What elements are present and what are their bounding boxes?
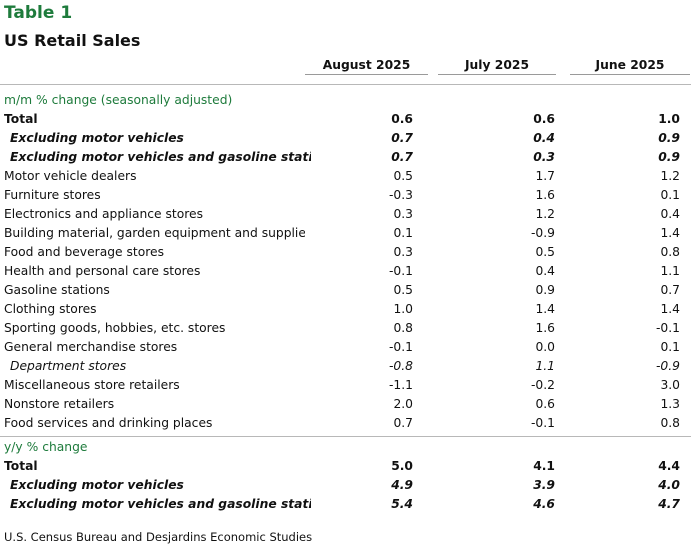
cell-value: 0.1 xyxy=(660,340,680,354)
cell-value: 1.0 xyxy=(393,302,413,316)
cell-value: 1.4 xyxy=(660,226,680,240)
cell-value: -0.1 xyxy=(389,340,413,354)
row-label: Excluding motor vehicles and gasoline st… xyxy=(10,497,311,511)
cell-value: 1.0 xyxy=(658,112,680,126)
cell-value: 0.9 xyxy=(658,131,680,145)
cell-value: 1.4 xyxy=(535,302,555,316)
cell-value: 0.5 xyxy=(535,245,555,259)
cell-value: 3.9 xyxy=(533,478,555,492)
row-label: Health and personal care stores xyxy=(4,264,201,278)
cell-value: 0.7 xyxy=(391,150,413,164)
cell-value: 0.5 xyxy=(393,283,413,297)
row-label: Furniture stores xyxy=(4,188,101,202)
row-label: Nonstore retailers xyxy=(4,397,115,411)
row-label: Total xyxy=(4,112,38,126)
cell-value: -0.1 xyxy=(531,416,555,430)
row-label: Miscellaneous store retailers xyxy=(4,378,180,392)
cell-value: 0.9 xyxy=(535,283,555,297)
cell-value: 1.6 xyxy=(535,321,555,335)
cell-value: 4.9 xyxy=(391,478,413,492)
row-label: Excluding motor vehicles xyxy=(10,478,184,492)
cell-value: 3.0 xyxy=(660,378,680,392)
cell-value: -0.2 xyxy=(531,378,555,392)
cell-value: 1.4 xyxy=(660,302,680,316)
cell-value: 0.3 xyxy=(393,245,413,259)
cell-value: -0.9 xyxy=(531,226,555,240)
header-rule xyxy=(438,74,556,75)
row-label: Sporting goods, hobbies, etc. stores xyxy=(4,321,226,335)
row-label: General merchandise stores xyxy=(4,340,178,354)
row-label: Department stores xyxy=(10,359,127,373)
cell-value: 0.6 xyxy=(533,112,555,126)
cell-value: 1.1 xyxy=(660,264,680,278)
cell-value: 0.8 xyxy=(660,416,680,430)
cell-value: -1.1 xyxy=(389,378,413,392)
column-header: June 2025 xyxy=(595,58,665,72)
section-heading: m/m % change (seasonally adjusted) xyxy=(4,93,233,107)
header-rule xyxy=(570,74,690,75)
cell-value: 0.8 xyxy=(393,321,413,335)
row-label: Clothing stores xyxy=(4,302,97,316)
cell-value: -0.1 xyxy=(656,321,680,335)
row-label: Excluding motor vehicles and gasoline st… xyxy=(10,150,311,164)
cell-value: 4.7 xyxy=(658,497,680,511)
cell-value: 1.1 xyxy=(535,359,555,373)
row-label: Electronics and appliance stores xyxy=(4,207,204,221)
cell-value: 0.4 xyxy=(535,264,555,278)
cell-value: 1.2 xyxy=(660,169,680,183)
cell-value: 0.6 xyxy=(391,112,413,126)
rule xyxy=(0,84,691,85)
cell-value: 0.4 xyxy=(660,207,680,221)
cell-value: -0.1 xyxy=(389,264,413,278)
cell-value: 0.3 xyxy=(533,150,555,164)
cell-value: 0.4 xyxy=(533,131,555,145)
cell-value: 5.4 xyxy=(391,497,413,511)
cell-value: 0.5 xyxy=(393,169,413,183)
cell-value: 0.0 xyxy=(535,340,555,354)
rule xyxy=(0,436,691,437)
cell-value: 1.7 xyxy=(535,169,555,183)
cell-value: 1.2 xyxy=(535,207,555,221)
row-label: Gasoline stations xyxy=(4,283,110,297)
cell-value: 0.7 xyxy=(660,283,680,297)
row-label: Total xyxy=(4,459,38,473)
row-label: Food services and drinking places xyxy=(4,416,213,430)
row-label: Motor vehicle dealers xyxy=(4,169,137,183)
cell-value: 5.0 xyxy=(391,459,413,473)
column-header: August 2025 xyxy=(322,58,411,72)
cell-value: -0.8 xyxy=(389,359,413,373)
cell-value: -0.3 xyxy=(389,188,413,202)
table-subtitle: US Retail Sales xyxy=(4,31,141,50)
cell-value: 0.7 xyxy=(393,416,413,430)
cell-value: 4.4 xyxy=(658,459,680,473)
cell-value: -0.9 xyxy=(656,359,680,373)
cell-value: 0.1 xyxy=(393,226,413,240)
cell-value: 0.7 xyxy=(391,131,413,145)
header-rule xyxy=(305,74,428,75)
section-heading: y/y % change xyxy=(4,440,88,454)
column-header: July 2025 xyxy=(464,58,530,72)
cell-value: 0.8 xyxy=(660,245,680,259)
table-title: Table 1 xyxy=(4,3,73,23)
cell-value: 1.6 xyxy=(535,188,555,202)
cell-value: 0.6 xyxy=(535,397,555,411)
cell-value: 2.0 xyxy=(393,397,413,411)
row-label: Food and beverage stores xyxy=(4,245,165,259)
cell-value: 0.1 xyxy=(660,188,680,202)
cell-value: 4.6 xyxy=(533,497,555,511)
row-label: Building material, garden equipment and … xyxy=(4,226,305,240)
cell-value: 4.1 xyxy=(533,459,555,473)
cell-value: 1.3 xyxy=(660,397,680,411)
cell-value: 4.0 xyxy=(658,478,680,492)
cell-value: 0.9 xyxy=(658,150,680,164)
row-label: Excluding motor vehicles xyxy=(10,131,184,145)
source-note: U.S. Census Bureau and Desjardins Econom… xyxy=(4,530,313,544)
cell-value: 0.3 xyxy=(393,207,413,221)
